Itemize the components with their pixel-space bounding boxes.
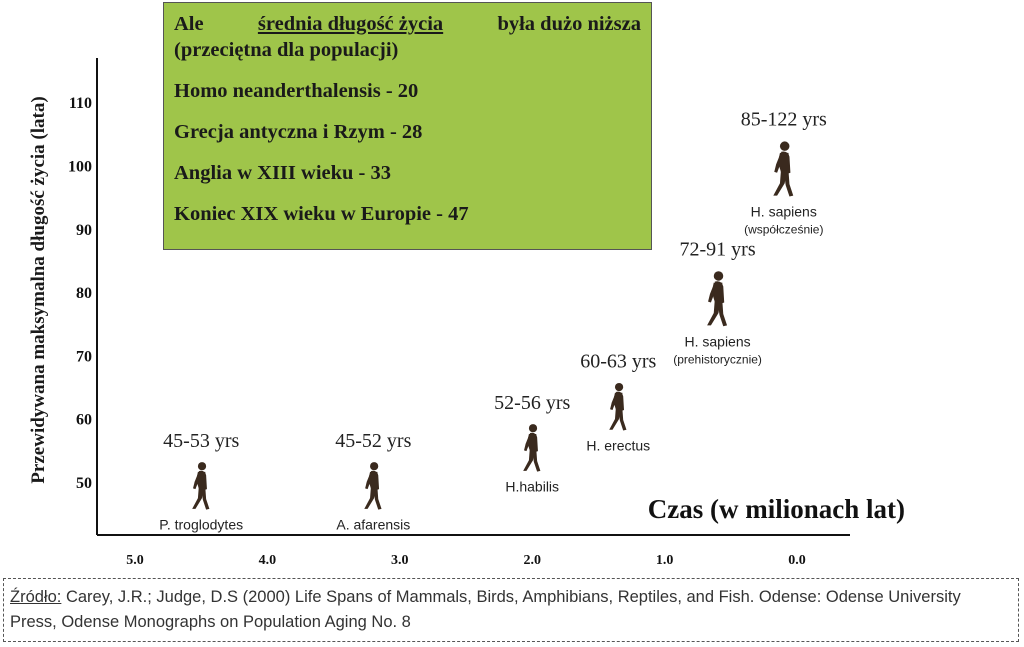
data-point: 72-91 yrs H. sapiens (prehistorycznie) [673,238,762,366]
lifespan-range-label: 45-52 yrs [335,430,411,452]
data-point: 52-56 yrs H.habilis [494,392,570,495]
y-tick-label: 60 [76,412,92,429]
species-label: A. afarensis [336,517,410,533]
source-citation: Źródło: Carey, J.R.; Judge, D.S (2000) L… [3,578,1019,642]
species-note-label: (prehistorycznie) [673,352,762,366]
info-box-heading-underlined: średnia długość życia [257,13,444,35]
lifespan-range-label: 52-56 yrs [494,392,570,414]
x-axis-ticks: 5.0 4.0 3.0 2.0 1.0 0.0 [126,553,806,568]
species-label: H.habilis [505,479,559,495]
species-label: H. sapiens [751,204,817,220]
source-label: Źródło: [10,588,62,606]
x-tick-label: 2.0 [523,553,541,568]
info-box-item: Koniec XIX wieku w Europie - 47 [174,203,469,225]
y-tick-label: 90 [76,222,92,239]
info-box-heading-pre: Ale [174,13,204,35]
y-tick-label: 110 [69,95,92,112]
info-box-subheading: (przeciętna dla populacji) [174,39,399,61]
species-label: H. erectus [586,438,650,454]
y-tick-label: 50 [76,475,92,492]
y-axis-ticks: 50 60 70 80 90 100 110 [68,95,92,492]
average-lifespan-box: Ale średnia długość życia była dużo niżs… [163,2,652,250]
lifespan-range-label: 45-53 yrs [163,430,239,452]
info-box-heading-post: była dużo niższa [497,13,641,35]
y-tick-label: 70 [76,348,92,365]
data-points: 45-53 yrs P. troglodytes 45-52 yrs A. afare… [159,109,827,533]
y-tick-label: 100 [68,159,92,176]
x-tick-label: 3.0 [391,553,409,568]
hominid-figure-icon [364,462,382,510]
lifespan-range-label: 85-122 yrs [741,109,827,131]
species-note-label: (współcześnie) [744,223,823,237]
lifespan-range-label: 60-63 yrs [580,351,656,373]
x-tick-label: 0.0 [788,553,806,568]
x-axis-label: Czas (w milionach lat) [648,494,905,524]
species-label: P. troglodytes [159,517,243,533]
hominid-figure-icon [609,382,627,431]
hominid-figure-icon [192,462,210,510]
data-point: 45-52 yrs A. afarensis [335,430,411,533]
y-axis-label: Przewidywana maksymalna długość życia (l… [28,96,49,483]
info-box-item: Anglia w XIII wieku - 33 [174,162,391,184]
data-point: 85-122 yrs H. sapiens (współcześnie) [741,109,827,237]
chart-axes [96,58,850,536]
lifespan-range-label: 72-91 yrs [680,238,756,260]
x-tick-label: 5.0 [126,553,144,568]
hominid-figure-icon [773,141,794,197]
hominid-figure-icon [707,271,728,327]
info-box-heading: Ale średnia długość życia była dużo niżs… [174,11,641,37]
y-tick-label: 80 [76,285,92,302]
x-tick-label: 1.0 [656,553,674,568]
source-text: Carey, J.R.; Judge, D.S (2000) Life Span… [10,588,961,631]
info-box-item: Grecja antyczna i Rzym - 28 [174,121,423,143]
data-point: 60-63 yrs H. erectus [580,351,656,454]
info-box-item: Homo neanderthalensis - 20 [174,80,419,102]
species-label: H. sapiens [684,333,750,349]
x-tick-label: 4.0 [259,553,277,568]
data-point: 45-53 yrs P. troglodytes [159,430,243,533]
hominid-figure-icon [523,424,541,472]
